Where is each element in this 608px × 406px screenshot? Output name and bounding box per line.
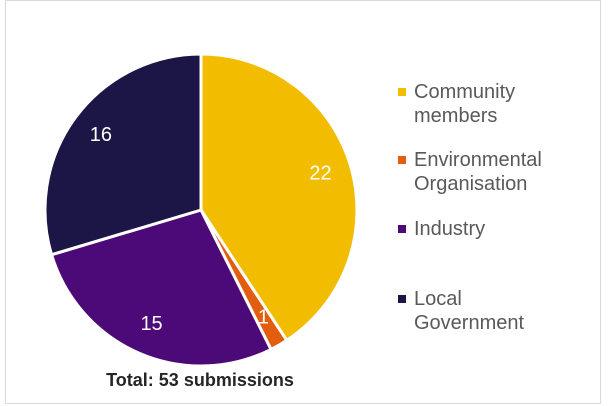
pie-slice-local-government: [43, 52, 203, 257]
data-label-industry: 15: [140, 313, 162, 335]
legend-item-community-members: Community members: [398, 80, 515, 128]
data-label-community-members: 22: [309, 162, 331, 184]
data-label-environmental-organisation: 1: [258, 306, 269, 328]
data-label-local-government: 16: [90, 124, 112, 146]
legend-label: Industry: [414, 218, 486, 240]
legend-item-environmental-organisation: Environmental Organisation: [398, 148, 542, 196]
legend-label: Environmental Organisation: [414, 149, 542, 195]
legend-swatch: [398, 295, 406, 303]
legend-label: Local Government: [414, 288, 525, 334]
legend-swatch: [398, 88, 406, 96]
pie-slice-industry: [50, 208, 273, 368]
legend-item-industry: Industry: [398, 217, 485, 241]
chart-caption: Total: 53 submissions: [106, 370, 294, 390]
legend-swatch: [398, 225, 406, 233]
legend-item-local-government: Local Government: [398, 287, 524, 335]
legend-label: Community members: [414, 81, 516, 127]
legend-swatch: [398, 156, 406, 164]
